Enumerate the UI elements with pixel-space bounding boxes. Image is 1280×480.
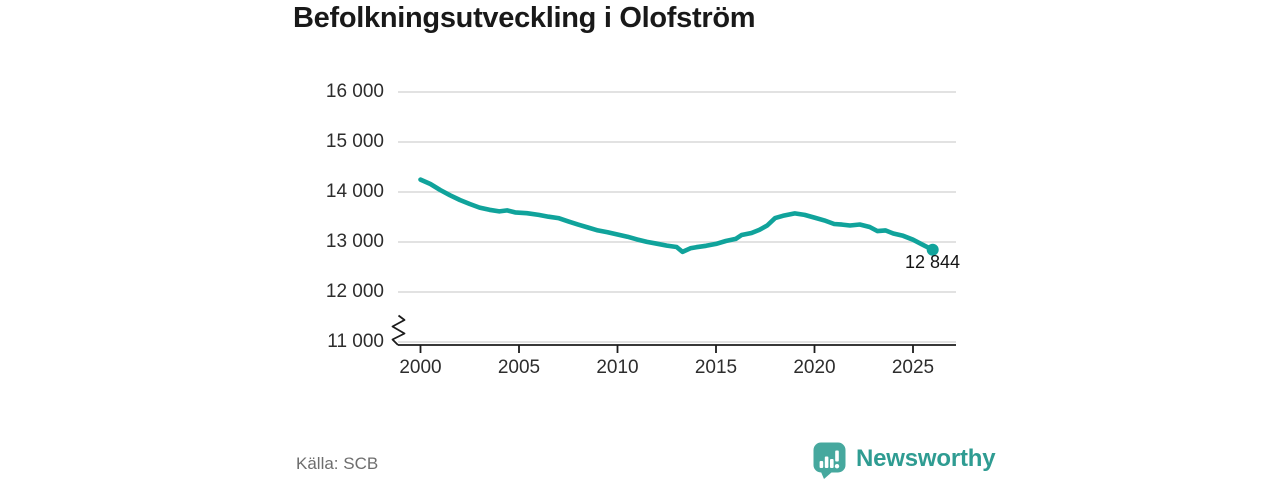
x-tick-label: 2000: [399, 357, 442, 378]
population-line: [418, 177, 936, 255]
axis-break-icon: [391, 314, 406, 346]
y-tick-label: 11 000: [327, 331, 384, 352]
newsworthy-logo-icon: [813, 442, 846, 479]
last-value-label: 12 844: [904, 252, 960, 272]
x-tick-label: 2015: [694, 357, 738, 378]
y-tick-label: 13 000: [325, 231, 384, 252]
x-tick-label: 2025: [891, 357, 935, 378]
x-tick-label: 2020: [793, 357, 836, 378]
y-tick-label: 14 000: [325, 181, 384, 202]
y-tick-label: 15 000: [325, 131, 384, 152]
x-tick-label: 2010: [596, 357, 639, 378]
y-tick-label: 12 000: [325, 281, 384, 302]
source-note: Källa: SCB: [296, 454, 379, 473]
newsworthy-logo-text: Newsworthy: [856, 445, 996, 472]
x-tick-label: 2005: [497, 357, 541, 378]
newsworthy-logo: Newsworthy: [812, 441, 996, 479]
end-point-marker: [926, 243, 939, 256]
chart-title: Befolkningsutveckling i Olofström: [293, 2, 756, 34]
y-tick-label: 16 000: [325, 81, 384, 102]
